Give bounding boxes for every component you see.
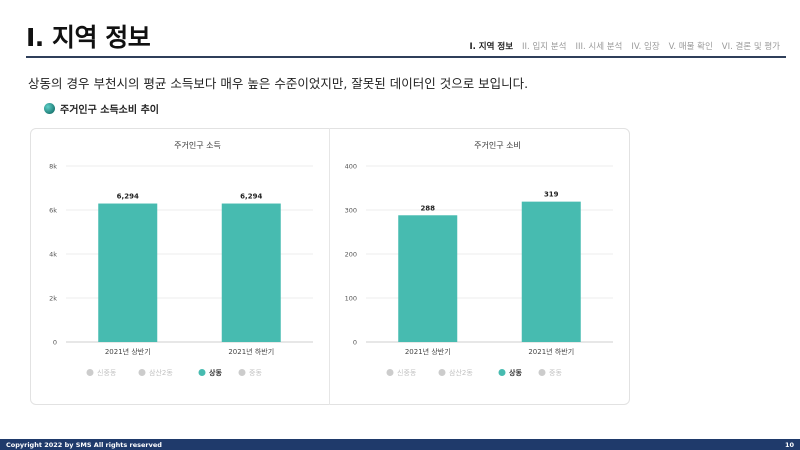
y-tick-label: 200 [345,251,357,259]
copyright-text: Copyright 2022 by SMS All rights reserve… [6,440,162,449]
y-tick-label: 0 [53,339,57,347]
x-tick-label: 2021년 상반기 [405,347,451,356]
chart-divider [329,128,330,405]
y-tick-label: 300 [345,207,357,215]
legend-label: 신중동 [97,368,117,377]
bar [398,215,458,342]
legend-marker [538,369,546,376]
legend-marker [238,369,246,376]
nav-item-listing-check[interactable]: V. 매물 확인 [668,42,713,52]
legend-label: 삼산2동 [449,368,473,377]
x-tick-label: 2021년 하반기 [228,347,274,356]
bar [521,201,581,342]
nav-item-location-analysis[interactable]: II. 입지 분석 [522,42,567,52]
nav-item-region-info[interactable]: I. 지역 정보 [469,42,514,52]
nav-item-price-analysis[interactable]: III. 시세 분석 [575,42,623,52]
data-label: 319 [544,191,559,199]
legend-label: 중동 [249,369,262,377]
section-label-text: 주거인구 소득소비 추이 [60,105,159,116]
page-subtitle: 상동의 경우 부천시의 평균 소득보다 매우 높은 수준이었지만, 잘못된 데이… [28,76,529,91]
chart-title: 주거인구 소득 [174,140,221,150]
legend-label: 삼산2동 [149,368,173,377]
data-label: 288 [420,204,435,212]
legend-label: 신중동 [397,368,417,377]
income-chart: 주거인구 소득 0 2k 4k 6k 8k 6,294 2021년 상반기 6,294 2021년… [49,140,313,377]
legend-marker [438,369,446,376]
nav-item-conclusion[interactable]: VI. 결론 및 평가 [721,42,780,52]
page-title: I. 지역 정보 [26,23,151,52]
y-tick-label: 2k [49,295,57,303]
legend-marker [86,369,94,376]
nav-item-site-visit[interactable]: IV. 임장 [631,42,660,52]
section-nav: I. 지역 정보 II. 입지 분석 III. 시세 분석 IV. 임장 V. … [469,40,780,52]
y-tick-label: 0 [353,339,357,347]
consumption-chart: 주거인구 소비 0 100 200 300 400 288 2021년 상반기 319 2021년… [345,140,613,377]
bullet-icon [44,103,55,114]
bar [221,203,281,342]
bar [98,203,158,342]
y-tick-label: 6k [49,207,57,215]
section-label: 주거인구 소득소비 추이 [44,101,159,116]
data-label: 6,294 [240,193,262,201]
data-label: 6,294 [117,193,139,201]
x-tick-label: 2021년 하반기 [528,347,574,356]
footer-bar: Copyright 2022 by SMS All rights reserve… [0,439,800,450]
legend-label: 상동 [509,368,522,377]
y-tick-label: 100 [345,295,357,303]
y-tick-label: 4k [49,251,57,259]
legend-marker [198,369,206,376]
legend-label: 상동 [209,368,222,377]
chart-title: 주거인구 소비 [474,140,521,150]
y-tick-label: 8k [49,163,57,171]
page-number: 10 [784,440,794,449]
x-tick-label: 2021년 상반기 [105,347,151,356]
legend-label: 중동 [549,369,562,377]
legend-marker [386,369,394,376]
header-rule [26,56,786,58]
legend-marker [498,369,506,376]
y-tick-label: 400 [345,163,357,171]
legend-marker [138,369,146,376]
